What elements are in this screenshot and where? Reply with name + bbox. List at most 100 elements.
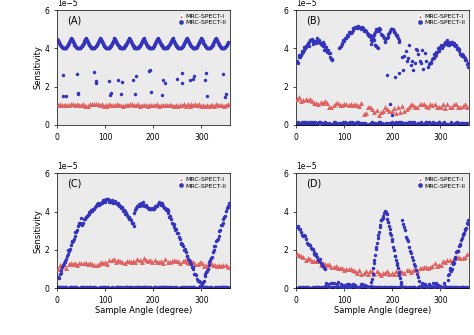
Point xyxy=(442,122,449,128)
Point xyxy=(224,40,232,45)
Point xyxy=(458,235,465,241)
Point xyxy=(186,285,194,290)
Point xyxy=(340,285,348,290)
Point xyxy=(318,262,326,268)
Point xyxy=(458,285,465,290)
Point xyxy=(156,39,164,44)
Point xyxy=(323,280,330,286)
Point xyxy=(150,44,157,49)
Point xyxy=(319,285,327,290)
Point xyxy=(382,104,389,110)
Point xyxy=(358,281,366,286)
Point xyxy=(210,285,218,291)
Point xyxy=(393,33,401,38)
Point xyxy=(199,38,206,43)
Point xyxy=(161,46,168,51)
Point xyxy=(349,282,357,287)
Point xyxy=(346,30,354,36)
Point xyxy=(158,284,165,289)
Point xyxy=(428,264,436,269)
Point xyxy=(92,285,100,290)
Point xyxy=(428,60,435,65)
Point xyxy=(369,121,376,126)
Y-axis label: Sensitivity: Sensitivity xyxy=(34,46,43,89)
Point xyxy=(459,232,466,237)
Point xyxy=(149,102,157,108)
Point xyxy=(422,264,430,270)
Point xyxy=(65,102,73,108)
Point xyxy=(58,44,65,50)
Point xyxy=(86,44,94,49)
Point xyxy=(65,40,73,45)
Point xyxy=(139,202,146,207)
Point xyxy=(161,46,169,51)
Point xyxy=(151,284,158,290)
Point xyxy=(444,257,451,262)
Point xyxy=(75,221,82,227)
Point xyxy=(168,220,176,225)
Point xyxy=(110,285,118,291)
Point xyxy=(317,41,325,46)
Point xyxy=(293,252,301,257)
Point xyxy=(129,258,137,264)
Point xyxy=(210,38,218,44)
Point xyxy=(361,285,368,290)
Point xyxy=(122,210,130,215)
Point xyxy=(121,211,128,216)
Point xyxy=(363,285,370,290)
Point xyxy=(373,27,380,32)
Point xyxy=(295,95,303,100)
Point xyxy=(387,26,394,31)
Point xyxy=(392,253,399,258)
Point xyxy=(341,120,349,125)
Point xyxy=(391,122,399,127)
Point xyxy=(317,41,324,46)
Point xyxy=(191,46,198,51)
Point xyxy=(305,122,313,128)
Point xyxy=(163,45,171,50)
Point xyxy=(314,38,322,44)
Point xyxy=(196,284,203,290)
Point xyxy=(348,119,356,125)
Point xyxy=(343,36,350,41)
Point xyxy=(128,41,136,46)
Point xyxy=(210,103,218,108)
Point xyxy=(390,247,397,252)
Point xyxy=(157,41,164,46)
Point xyxy=(206,259,213,264)
Point xyxy=(159,44,166,49)
Point xyxy=(386,285,393,290)
Point xyxy=(222,262,229,268)
Point xyxy=(106,44,113,50)
Point xyxy=(325,122,332,128)
Point xyxy=(106,101,113,107)
Point xyxy=(383,216,391,222)
Point xyxy=(193,276,201,281)
Point xyxy=(123,258,130,264)
Point xyxy=(456,242,464,248)
Point xyxy=(154,201,162,207)
Point xyxy=(328,285,335,290)
Point xyxy=(61,46,69,51)
Point xyxy=(81,37,89,42)
Point xyxy=(420,265,428,270)
Point xyxy=(378,121,386,126)
Point xyxy=(359,284,367,289)
Point xyxy=(452,250,460,255)
Point xyxy=(60,93,67,99)
Point xyxy=(355,285,363,290)
Point xyxy=(159,202,166,207)
Point xyxy=(406,42,413,48)
Point xyxy=(110,37,118,42)
Point xyxy=(366,122,374,127)
Point xyxy=(92,44,100,49)
Point xyxy=(164,207,172,212)
Point xyxy=(456,256,464,261)
Point xyxy=(69,101,77,107)
Point xyxy=(462,58,470,63)
Point xyxy=(177,45,185,51)
Point xyxy=(325,50,333,55)
Point xyxy=(81,38,88,43)
Point xyxy=(431,285,439,290)
Point xyxy=(361,120,368,126)
